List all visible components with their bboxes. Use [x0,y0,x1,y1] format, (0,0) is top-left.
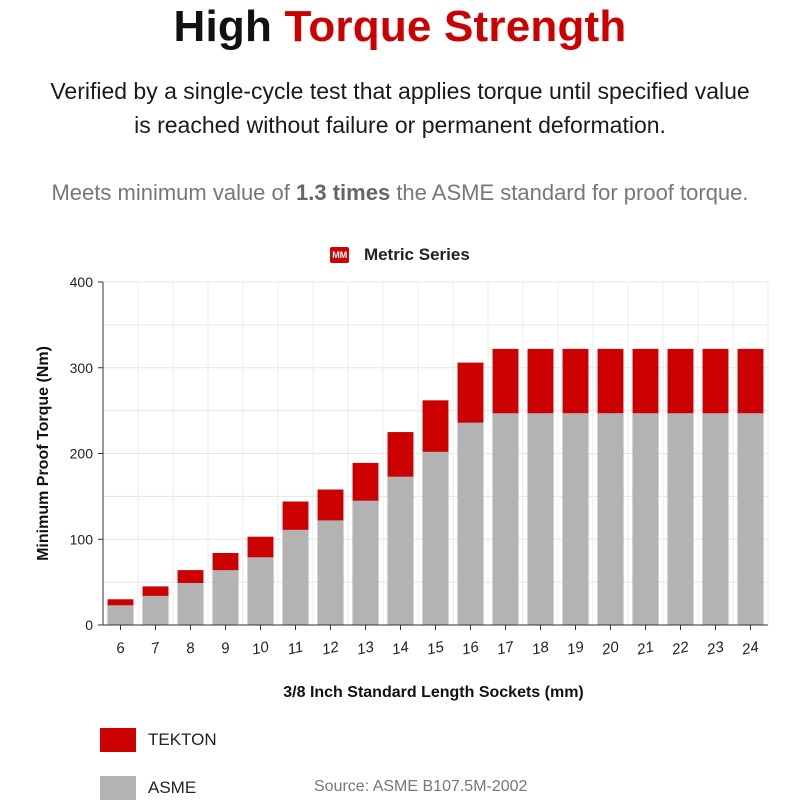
x-tick-label: 6 [115,639,127,657]
bar-asme-17 [492,413,519,625]
series-legend: MM Metric Series [0,245,800,265]
torque-bar-chart: 0 100 200 300 400 6 7 8 9 10 11 12 13 14 15 16 17 18 19 20 2… [35,274,769,701]
y-tick-label: 200 [70,446,94,462]
y-tick-label: 300 [70,360,94,376]
y-tick-label: 400 [70,274,94,290]
bar-asme-8 [177,582,204,625]
x-tick-label: 23 [704,638,725,658]
mm-badge-icon: MM [330,247,350,263]
source-note: Source: ASME B107.5M-2002 [314,778,528,795]
y-tick-label: 100 [70,531,94,547]
series-legend-label: Metric Series [363,245,470,264]
meets-bold: 1.3 times [296,180,391,205]
x-tick-label: 22 [669,638,690,658]
tekton-swatch [100,728,136,752]
bar-asme-18 [527,413,554,625]
bar-asme-13 [352,500,379,625]
x-tick-label: 11 [286,639,305,659]
bar-asme-24 [737,413,764,625]
x-tick-label: 15 [425,638,445,658]
x-axis-label: 3/8 Inch Standard Length Sockets (mm) [283,684,584,701]
x-tick-label: 24 [739,638,760,658]
bar-asme-15 [422,451,449,625]
bar-asme-20 [597,413,624,625]
x-tick-label: 21 [634,638,655,658]
bar-asme-22 [667,413,694,625]
y-tick-label: 0 [85,617,93,633]
x-tick-label: 19 [565,638,585,658]
x-tick-label: 9 [220,639,232,657]
bar-asme-11 [282,529,309,625]
x-tick-label: 17 [495,638,515,658]
x-tick-label: 7 [150,639,162,657]
bar-asme-16 [457,422,484,625]
bar-asme-23 [702,413,729,625]
legend-item-tekton: TEKTON [100,728,217,752]
page-title: High Torque Strength [0,2,800,52]
bar-asme-12 [317,520,344,625]
meets-statement: Meets minimum value of 1.3 times the ASM… [0,180,800,206]
bar-asme-14 [387,476,414,625]
x-tick-label: 12 [320,638,340,658]
description: Verified by a single-cycle test that app… [50,78,750,138]
title-main: High [173,2,273,51]
bar-asme-7 [142,595,169,625]
legend-label-asme: ASME [148,778,197,797]
legend-item-asme: ASME [100,776,196,800]
x-tick-label: 16 [460,638,480,658]
x-tick-label: 20 [599,638,620,658]
bar-asme-10 [247,557,274,625]
x-tick-label: 18 [530,638,550,658]
x-tick-label: 13 [355,638,375,658]
x-tick-label: 10 [250,638,270,658]
meets-prefix: Meets minimum value of [51,180,290,205]
title-accent: Torque Strength [284,2,627,51]
legend-label-tekton: TEKTON [148,730,217,749]
x-tick-label: 8 [185,639,197,657]
bar-asme-21 [632,413,659,625]
bar-asme-6 [107,605,134,625]
grid [102,281,769,626]
asme-swatch [100,776,136,800]
x-tick-label: 14 [390,638,410,658]
bar-asme-19 [562,413,589,625]
bar-asme-9 [212,570,239,625]
meets-suffix: the ASME standard for proof torque. [396,180,749,205]
y-axis-label: Minimum Proof Torque (Nm) [35,346,52,561]
